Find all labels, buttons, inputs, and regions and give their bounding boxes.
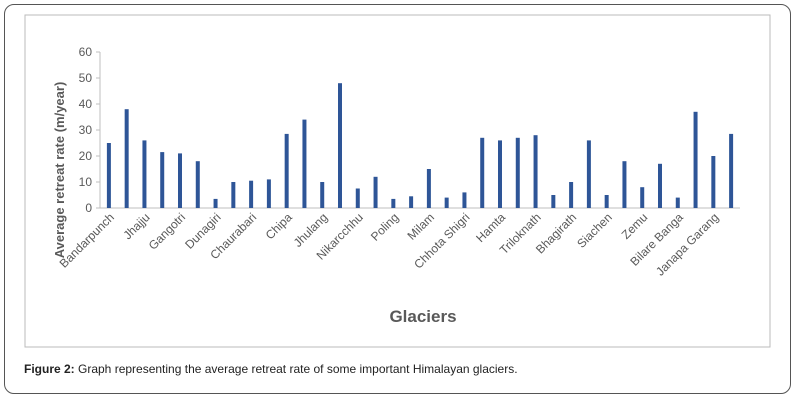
bar [302, 119, 307, 208]
bar [338, 83, 342, 208]
bar [569, 182, 574, 208]
bar [249, 180, 254, 208]
bar [106, 143, 111, 208]
bar [658, 163, 662, 208]
caption-text: Graph representing the average retreat r… [74, 362, 518, 376]
bar [178, 153, 182, 208]
bar [391, 198, 396, 208]
bar [515, 137, 520, 208]
bar [533, 135, 538, 208]
bar [729, 133, 734, 208]
bar [498, 140, 502, 208]
bar [551, 195, 556, 208]
caption: Figure 2: Graph representing the average… [24, 362, 518, 376]
chart-frame [24, 14, 771, 348]
bar [444, 197, 449, 208]
bar [195, 161, 200, 208]
bar [693, 111, 698, 208]
bar [711, 156, 716, 208]
bar [231, 182, 236, 208]
y-tick-label: 40 [79, 97, 93, 111]
y-tick-label: 10 [79, 175, 93, 189]
y-tick-label: 60 [79, 45, 93, 59]
bar [426, 169, 431, 208]
x-axis-title: Glaciers [389, 307, 456, 326]
bar [640, 187, 645, 208]
bar [266, 179, 271, 208]
bar [586, 140, 591, 208]
bar [213, 198, 218, 208]
bar [284, 133, 289, 208]
figure-frame [4, 4, 791, 394]
caption-label: Figure 2: [24, 362, 75, 376]
bar [160, 152, 165, 208]
bar [462, 192, 467, 208]
bar [320, 182, 325, 208]
y-axis-title: Average retreat rate (m/year) [52, 82, 67, 259]
bar [675, 197, 680, 208]
y-tick-label: 0 [85, 201, 92, 215]
bar [373, 176, 378, 208]
bar [604, 195, 609, 208]
bar [142, 140, 147, 208]
y-tick-label: 30 [79, 123, 93, 137]
bar [480, 137, 485, 208]
bar [409, 196, 414, 208]
bar [355, 188, 360, 208]
y-tick-label: 20 [79, 149, 93, 163]
bar [124, 109, 129, 208]
y-tick-label: 50 [79, 71, 93, 85]
bar [622, 161, 627, 208]
